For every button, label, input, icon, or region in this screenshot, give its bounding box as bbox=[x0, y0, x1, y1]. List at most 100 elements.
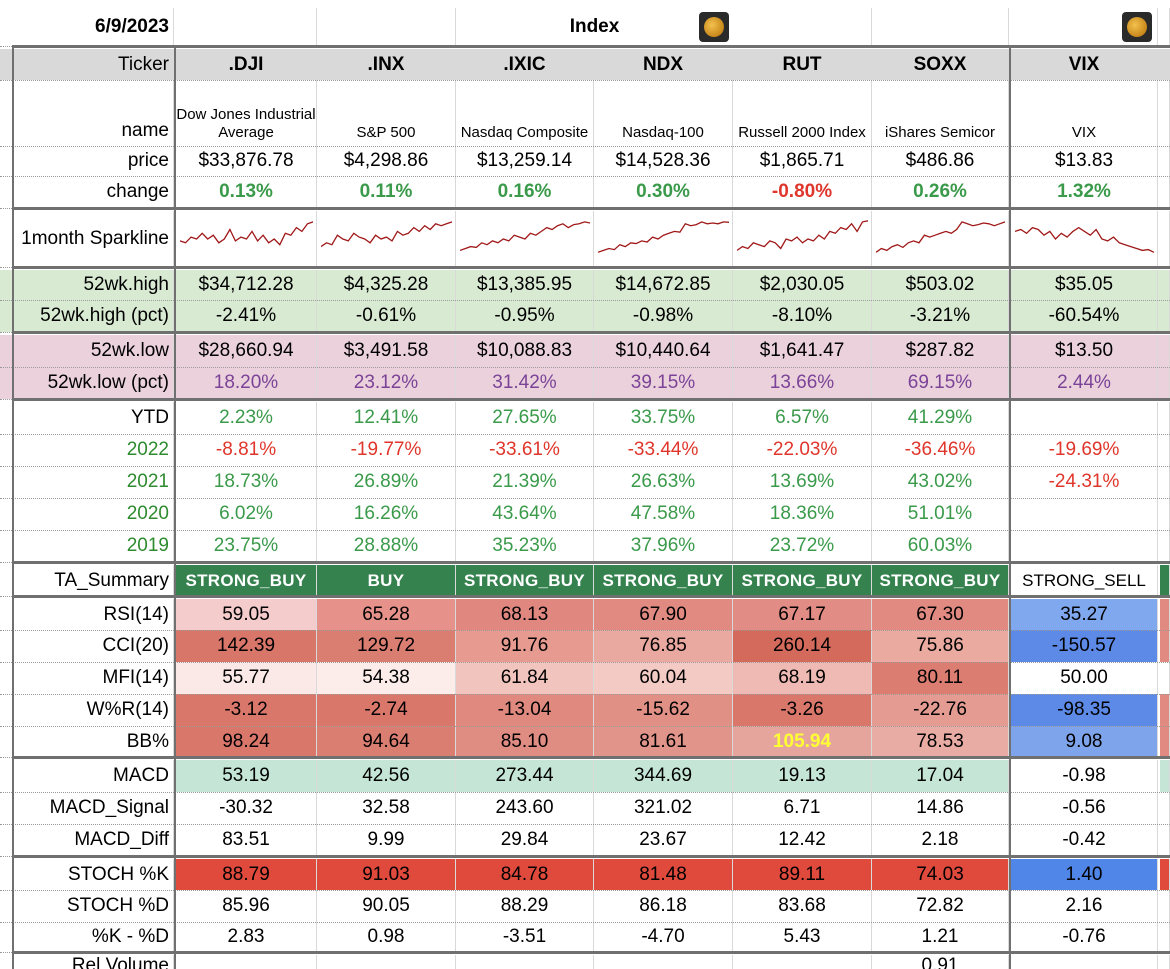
cell-stoch-d[interactable]: 83.68 bbox=[733, 890, 872, 922]
cell-y2019[interactable]: 28.88% bbox=[317, 530, 456, 562]
cell-ta[interactable]: STRONG_SELL bbox=[1011, 565, 1158, 596]
cell-ta[interactable]: BUY bbox=[317, 565, 456, 596]
cell-rsi[interactable]: 67.30 bbox=[872, 599, 1009, 630]
name-cell[interactable]: Nasdaq Composite bbox=[456, 80, 594, 146]
cell-ytd[interactable]: 2.23% bbox=[176, 402, 317, 434]
cell-rsi[interactable]: 35.27 bbox=[1011, 599, 1158, 630]
cell-price[interactable]: $14,528.36 bbox=[594, 146, 733, 176]
cell-rsi[interactable]: 59.05 bbox=[176, 599, 317, 630]
ticker-header[interactable]: VIX bbox=[1011, 49, 1158, 80]
cell-y2019[interactable]: 23.72% bbox=[733, 530, 872, 562]
cell-wr[interactable]: -15.62 bbox=[594, 694, 733, 726]
header-cell[interactable] bbox=[176, 8, 317, 46]
cell-macd[interactable]: 17.04 bbox=[872, 760, 1009, 792]
cell-k-minus-d[interactable]: -3.51 bbox=[456, 922, 594, 952]
cell-cci[interactable]: 91.76 bbox=[456, 630, 594, 662]
cell-change[interactable]: 0.26% bbox=[872, 176, 1009, 208]
cell-y2022-overflow[interactable] bbox=[1160, 434, 1170, 466]
cell-macd-diff[interactable]: 12.42 bbox=[733, 824, 872, 856]
cell-stoch-k[interactable]: 81.48 bbox=[594, 859, 733, 890]
cell-high-pct[interactable]: -0.95% bbox=[456, 300, 594, 332]
cell-wr[interactable]: -3.26 bbox=[733, 694, 872, 726]
cell-macd[interactable]: 273.44 bbox=[456, 760, 594, 792]
cell-ytd-overflow[interactable] bbox=[1160, 402, 1170, 434]
cell-macd[interactable]: 19.13 bbox=[733, 760, 872, 792]
ticker-header-overflow[interactable] bbox=[1160, 49, 1170, 80]
cell-y2021[interactable]: 26.89% bbox=[317, 466, 456, 498]
cell-macd-signal[interactable]: -30.32 bbox=[176, 792, 317, 824]
cell-y2019[interactable]: 23.75% bbox=[176, 530, 317, 562]
cell-high[interactable]: $2,030.05 bbox=[733, 270, 872, 300]
sparkline-cell[interactable] bbox=[872, 211, 1009, 267]
cell-low[interactable]: $287.82 bbox=[872, 335, 1009, 367]
sparkline-cell[interactable] bbox=[317, 211, 456, 267]
cell-mfi[interactable]: 80.11 bbox=[872, 662, 1009, 694]
cell-y2022[interactable]: -19.77% bbox=[317, 434, 456, 466]
cell-macd-diff-overflow[interactable] bbox=[1160, 824, 1170, 856]
cell-low[interactable]: $1,641.47 bbox=[733, 335, 872, 367]
cell-macd[interactable]: 42.56 bbox=[317, 760, 456, 792]
header-cell[interactable] bbox=[1011, 8, 1158, 46]
cell-ytd[interactable] bbox=[1011, 402, 1158, 434]
cell-bb[interactable]: 94.64 bbox=[317, 726, 456, 757]
cell-y2020[interactable]: 51.01% bbox=[872, 498, 1009, 530]
cell-cci[interactable]: -150.57 bbox=[1011, 630, 1158, 662]
cell-rel-volume[interactable] bbox=[733, 955, 872, 969]
cell-y2019[interactable]: 35.23% bbox=[456, 530, 594, 562]
cell-bb[interactable]: 85.10 bbox=[456, 726, 594, 757]
cell-bb[interactable]: 105.94 bbox=[733, 726, 872, 757]
cell-y2022[interactable]: -33.61% bbox=[456, 434, 594, 466]
cell-rsi[interactable]: 65.28 bbox=[317, 599, 456, 630]
cell-stoch-d[interactable]: 88.29 bbox=[456, 890, 594, 922]
cell-macd-diff[interactable]: 83.51 bbox=[176, 824, 317, 856]
cell-macd-diff[interactable]: 29.84 bbox=[456, 824, 594, 856]
cell-k-minus-d[interactable]: 5.43 bbox=[733, 922, 872, 952]
cell-k-minus-d[interactable]: 1.21 bbox=[872, 922, 1009, 952]
cell-wr[interactable]: -2.74 bbox=[317, 694, 456, 726]
name-cell[interactable]: Russell 2000 Index bbox=[733, 80, 872, 146]
cell-stoch-d[interactable]: 90.05 bbox=[317, 890, 456, 922]
cell-y2019[interactable]: 60.03% bbox=[872, 530, 1009, 562]
cell-high-pct[interactable]: -0.98% bbox=[594, 300, 733, 332]
cell-y2020[interactable]: 6.02% bbox=[176, 498, 317, 530]
name-cell[interactable]: Nasdaq-100 bbox=[594, 80, 733, 146]
cell-y2019[interactable] bbox=[1011, 530, 1158, 562]
cell-macd[interactable]: -0.98 bbox=[1011, 760, 1158, 792]
ticker-header[interactable]: RUT bbox=[733, 49, 872, 80]
cell-low[interactable]: $3,491.58 bbox=[317, 335, 456, 367]
cell-bb[interactable]: 81.61 bbox=[594, 726, 733, 757]
cell-bb[interactable]: 9.08 bbox=[1011, 726, 1158, 757]
cell-change[interactable]: 0.16% bbox=[456, 176, 594, 208]
cell-high-pct[interactable]: -0.61% bbox=[317, 300, 456, 332]
cell-y2021[interactable]: 43.02% bbox=[872, 466, 1009, 498]
cell-mfi[interactable]: 61.84 bbox=[456, 662, 594, 694]
cell-wr[interactable]: -13.04 bbox=[456, 694, 594, 726]
cell-macd-signal-overflow[interactable] bbox=[1160, 792, 1170, 824]
cell-low[interactable]: $10,088.83 bbox=[456, 335, 594, 367]
cell-high-overflow[interactable] bbox=[1160, 270, 1170, 300]
cell-cci[interactable]: 260.14 bbox=[733, 630, 872, 662]
cell-wr[interactable]: -98.35 bbox=[1011, 694, 1158, 726]
cell-k-minus-d[interactable]: 0.98 bbox=[317, 922, 456, 952]
cell-ytd[interactable]: 27.65% bbox=[456, 402, 594, 434]
sparkline-cell[interactable] bbox=[594, 211, 733, 267]
cell-high[interactable]: $34,712.28 bbox=[176, 270, 317, 300]
cell-ta-overflow[interactable] bbox=[1160, 565, 1170, 596]
cell-ytd[interactable]: 6.57% bbox=[733, 402, 872, 434]
sparkline-cell[interactable] bbox=[176, 211, 317, 267]
cell-high-pct[interactable]: -3.21% bbox=[872, 300, 1009, 332]
cell-price[interactable]: $13.83 bbox=[1011, 146, 1158, 176]
cell-rel-volume[interactable] bbox=[456, 955, 594, 969]
cell-macd-signal[interactable]: 32.58 bbox=[317, 792, 456, 824]
cell-y2020[interactable] bbox=[1011, 498, 1158, 530]
cell-ytd[interactable]: 41.29% bbox=[872, 402, 1009, 434]
cell-high[interactable]: $4,325.28 bbox=[317, 270, 456, 300]
cell-mfi-overflow[interactable] bbox=[1160, 662, 1170, 694]
cell-high-pct[interactable]: -2.41% bbox=[176, 300, 317, 332]
cell-cci-overflow[interactable] bbox=[1160, 630, 1170, 662]
cell-macd-diff[interactable]: 2.18 bbox=[872, 824, 1009, 856]
cell-price-overflow[interactable] bbox=[1160, 146, 1170, 176]
cell-rsi[interactable]: 68.13 bbox=[456, 599, 594, 630]
cell-wr[interactable]: -22.76 bbox=[872, 694, 1009, 726]
cell-stoch-k[interactable]: 89.11 bbox=[733, 859, 872, 890]
